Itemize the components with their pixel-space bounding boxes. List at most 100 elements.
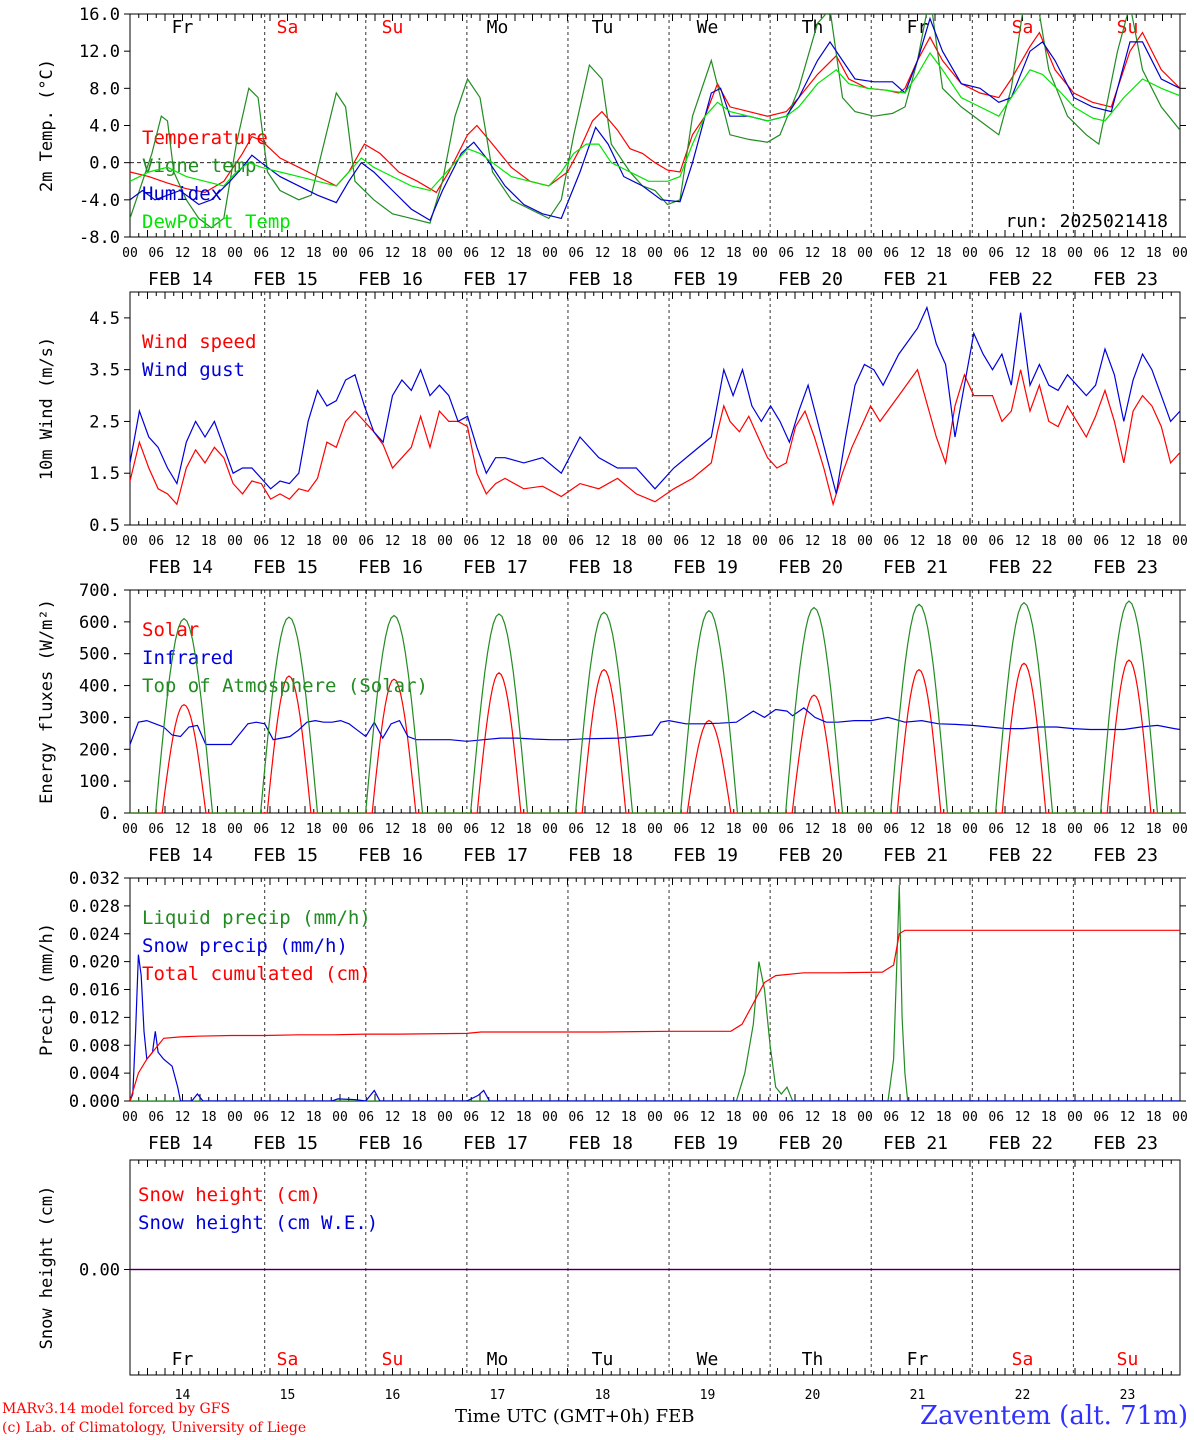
x-date-label: FEB 21 — [883, 1133, 948, 1154]
model-credit: MARv3.14 model forced by GFS — [2, 1401, 231, 1417]
panel-frame — [129, 13, 1181, 238]
weekday-label: Su — [1117, 17, 1139, 38]
series-line-snow-precip-mm-h- — [130, 954, 1180, 1101]
day-number-label: 19 — [700, 1388, 716, 1403]
x-hour-label: 00 — [962, 1110, 978, 1125]
lab-credit: (c) Lab. of Climatology, University of L… — [2, 1420, 307, 1436]
x-hour-label: 06 — [568, 1110, 584, 1125]
x-date-label: FEB 23 — [1093, 269, 1158, 290]
x-hour-label: 00 — [332, 1110, 348, 1125]
x-hour-label: 00 — [122, 246, 138, 261]
x-hour-label: 06 — [778, 1110, 794, 1125]
legend-entry: Snow height (cm) — [138, 1184, 321, 1206]
x-hour-label: 00 — [1172, 1110, 1188, 1125]
y-tick-label: 8.0 — [89, 79, 120, 99]
y-tick-label: 0.032 — [69, 869, 120, 889]
x-hour-label: 18 — [726, 534, 742, 549]
x-hour-label: 00 — [122, 534, 138, 549]
x-hour-label: 18 — [1146, 534, 1162, 549]
x-hour-label: 06 — [568, 246, 584, 261]
x-date-label: FEB 20 — [778, 269, 843, 290]
x-hour-label: 12 — [805, 822, 821, 837]
x-hour-label: 06 — [673, 534, 689, 549]
x-hour-label: 12 — [700, 822, 716, 837]
x-hour-label: 00 — [332, 534, 348, 549]
x-hour-label: 12 — [175, 822, 191, 837]
x-hour-label: 18 — [201, 1110, 217, 1125]
x-hour-label: 12 — [910, 822, 926, 837]
y-tick-label: 0.016 — [69, 981, 120, 1001]
x-hour-label: 06 — [778, 246, 794, 261]
x-date-label: FEB 15 — [253, 845, 318, 866]
x-hour-label: 06 — [358, 1110, 374, 1125]
x-hour-label: 12 — [700, 246, 716, 261]
x-hour-label: 18 — [1041, 246, 1057, 261]
x-hour-label: 00 — [857, 534, 873, 549]
x-date-label: FEB 19 — [673, 845, 738, 866]
x-hour-label: 12 — [595, 246, 611, 261]
x-hour-label: 06 — [253, 246, 269, 261]
x-hour-label: 00 — [542, 246, 558, 261]
weekday-label: Mo — [487, 17, 509, 38]
x-date-label: FEB 17 — [463, 1133, 528, 1154]
weekday-label: Th — [802, 1349, 824, 1370]
x-hour-label: 12 — [910, 1110, 926, 1125]
x-hour-label: 18 — [306, 1110, 322, 1125]
day-number-label: 22 — [1015, 1388, 1031, 1403]
y-axis-label: Energy fluxes (W/m²) — [37, 599, 57, 804]
x-hour-label: 00 — [752, 246, 768, 261]
x-hour-label: 00 — [332, 246, 348, 261]
x-hour-label: 06 — [778, 534, 794, 549]
series-line-solar — [130, 659, 1180, 813]
x-hour-label: 00 — [647, 822, 663, 837]
panel-3: 700. 600. 500. 400. 300. 200. 100. 0. Energy flu… — [37, 581, 1188, 866]
x-hour-label: 18 — [306, 534, 322, 549]
x-hour-label: 18 — [621, 534, 637, 549]
x-hour-label: 12 — [805, 534, 821, 549]
x-date-label: FEB 17 — [463, 557, 528, 578]
series-line-vigne-temp — [130, 14, 1180, 229]
legend-entry: Liquid precip (mm/h) — [142, 907, 371, 929]
day-number-label: 18 — [595, 1388, 611, 1403]
y-tick-label: 500. — [79, 645, 120, 665]
x-date-label: FEB 20 — [778, 1133, 843, 1154]
x-hour-label: 06 — [358, 534, 374, 549]
legend-entry: Wind gust — [142, 359, 245, 381]
weekday-label: Tu — [592, 1349, 614, 1370]
x-hour-label: 12 — [805, 1110, 821, 1125]
station-name: Zaventem (alt. 71m) — [920, 1401, 1188, 1431]
series-line-wind-speed — [130, 368, 1180, 507]
day-number-label: 23 — [1120, 1388, 1136, 1403]
x-date-label: FEB 14 — [148, 845, 213, 866]
x-hour-label: 00 — [227, 822, 243, 837]
x-hour-label: 06 — [988, 822, 1004, 837]
legend-entry: Snow height (cm W.E.) — [138, 1212, 378, 1234]
x-date-label: FEB 16 — [358, 557, 423, 578]
x-hour-label: 06 — [1093, 822, 1109, 837]
x-hour-label: 18 — [1146, 1110, 1162, 1125]
x-date-label: FEB 16 — [358, 269, 423, 290]
x-hour-label: 18 — [1041, 822, 1057, 837]
weekday-label: Su — [382, 1349, 404, 1370]
run-annotation: run: 2025021418 — [1005, 211, 1168, 232]
day-number-label: 16 — [385, 1388, 401, 1403]
x-hour-label: 06 — [778, 822, 794, 837]
x-hour-label: 12 — [175, 246, 191, 261]
x-hour-label: 12 — [595, 1110, 611, 1125]
x-hour-label: 06 — [358, 822, 374, 837]
x-hour-label: 12 — [490, 1110, 506, 1125]
x-hour-label: 18 — [306, 822, 322, 837]
x-hour-label: 00 — [542, 534, 558, 549]
weekday-label: Sa — [1012, 1349, 1034, 1370]
y-tick-label: 600. — [79, 613, 120, 633]
weekday-label: We — [697, 1349, 719, 1370]
x-date-label: FEB 22 — [988, 557, 1053, 578]
x-hour-label: 12 — [1015, 246, 1031, 261]
panel-4: 0.032 0.028 0.024 0.020 0.016 0.012 0.008 0.004… — [37, 869, 1188, 1154]
x-hour-label: 06 — [568, 822, 584, 837]
x-hour-label: 06 — [463, 822, 479, 837]
x-date-label: FEB 18 — [568, 845, 633, 866]
x-hour-label: 18 — [621, 246, 637, 261]
weekday-label: Sa — [1012, 17, 1034, 38]
x-hour-label: 18 — [1041, 1110, 1057, 1125]
